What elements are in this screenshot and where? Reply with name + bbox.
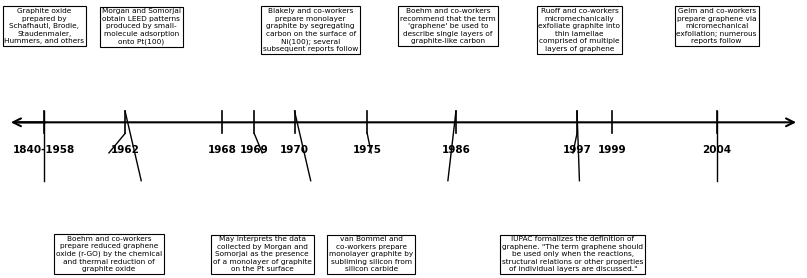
Text: 2004: 2004 [702,145,731,155]
Text: 1975: 1975 [353,145,382,155]
Text: 1997: 1997 [562,145,592,155]
Text: 1999: 1999 [597,145,626,155]
Text: 1986: 1986 [441,145,470,155]
Text: 1969: 1969 [240,145,269,155]
Text: Ruoff and co-workers
micromechanically
exfoliate graphite into
thin lamellae
com: Ruoff and co-workers micromechanically e… [538,8,621,52]
Text: Boehm and co-workers
prepare reduced graphene
oxide (r-GO) by the chemical
and t: Boehm and co-workers prepare reduced gra… [56,236,162,272]
Text: Blakely and co-workers
prepare monolayer
graphite by segregating
carbon on the s: Blakely and co-workers prepare monolayer… [263,8,358,52]
Text: van Bommel and
co-workers prepare
monolayer graphite by
subliming silicon from
s: van Bommel and co-workers prepare monola… [329,237,413,272]
Text: Morgan and Somorjai
obtain LEED patterns
produced by small-
molecule adsorption
: Morgan and Somorjai obtain LEED patterns… [102,8,181,45]
Text: 1962: 1962 [111,145,140,155]
Text: Graphite oxide
prepared by
Schafhautl, Brodie,
Staudenmaier,
Hummers, and others: Graphite oxide prepared by Schafhautl, B… [4,8,85,44]
Text: 1840-1958: 1840-1958 [13,145,76,155]
Text: Boehm and co-workers
recommend that the term
'graphene' be used to
describe sing: Boehm and co-workers recommend that the … [400,8,495,44]
Text: 1968: 1968 [207,145,236,155]
Text: May interprets the data
collected by Morgan and
Somorjai as the presence
of a mo: May interprets the data collected by Mor… [213,237,312,272]
Text: 1970: 1970 [280,145,309,155]
Text: IUPAC formalizes the definition of
graphene. "The term graphene should
be used o: IUPAC formalizes the definition of graph… [502,237,644,272]
Text: Geim and co-workers
prepare graphene via
micromechanical
exfoliation; numerous
r: Geim and co-workers prepare graphene via… [676,8,757,44]
